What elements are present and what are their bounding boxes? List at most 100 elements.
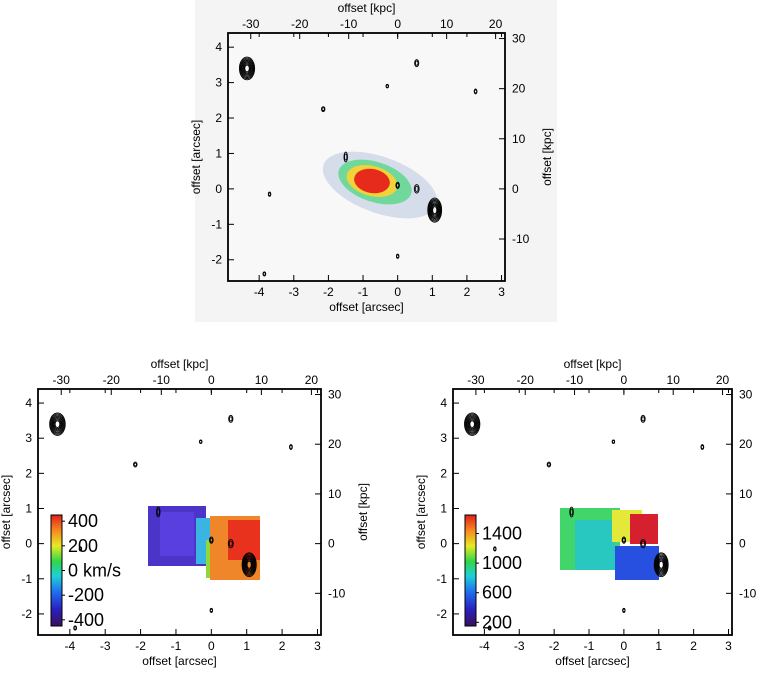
- y-tick-label: -2: [436, 607, 447, 621]
- plot-frame: [452, 388, 733, 636]
- x-axis-top-label: offset [kpc]: [338, 1, 396, 15]
- contour-line: [464, 412, 481, 436]
- right-tick-label: 20: [328, 437, 342, 451]
- right-tick-label: 10: [512, 132, 526, 146]
- dispersion-red-region: [630, 514, 658, 544]
- colorbar-gradient: [50, 514, 63, 627]
- contour-line: [199, 440, 203, 444]
- top-tick-label: 0: [394, 17, 401, 31]
- colorbar-label: 600: [482, 583, 512, 603]
- contour-line: [467, 418, 477, 431]
- x-tick-label: 3: [498, 285, 505, 299]
- y-tick-label: 2: [25, 466, 32, 480]
- top-tick-label: 10: [255, 373, 269, 387]
- right-tick-label: 20: [739, 437, 753, 451]
- flux-emission: [322, 151, 438, 219]
- contour-line: [465, 414, 479, 434]
- x-tick-label: 1: [243, 639, 250, 653]
- x-tick-label: -3: [514, 639, 525, 653]
- top-tick-label: -30: [242, 17, 260, 31]
- contour-line: [267, 192, 272, 196]
- contour-line: [655, 554, 668, 575]
- y-tick-label: -1: [436, 572, 447, 586]
- contour-line: [432, 206, 438, 215]
- contour-line: [656, 557, 666, 573]
- contour-line: [547, 462, 551, 467]
- right-tick-label: 0: [512, 182, 519, 196]
- y-tick-label: 3: [440, 431, 447, 445]
- contour-line: [50, 414, 65, 434]
- contour-line: [245, 559, 253, 570]
- x-tick-label: 2: [279, 639, 286, 653]
- top-tick-label: 20: [489, 17, 503, 31]
- top-tick-label: -20: [517, 373, 535, 387]
- contour-line: [242, 61, 253, 76]
- right-tick-label: 0: [328, 537, 335, 551]
- colorbar-label: -200: [68, 585, 104, 605]
- x-axis-top-label: offset [kpc]: [564, 357, 622, 371]
- x-tick-label: 3: [725, 639, 732, 653]
- contour-line: [228, 414, 234, 423]
- y-tick-label: 1: [440, 501, 447, 515]
- x-tick-label: 0: [208, 639, 215, 653]
- top-tick-label: -30: [53, 373, 71, 387]
- x-tick-label: 2: [464, 285, 471, 299]
- contour-line: [245, 558, 254, 572]
- y-tick-label: 2: [440, 466, 447, 480]
- colorbar-label: 200: [482, 612, 512, 632]
- contour-line: [569, 508, 574, 516]
- plot-frame: [227, 32, 506, 282]
- x-tick-label: 3: [314, 639, 321, 653]
- contour-line: [641, 540, 645, 547]
- x-tick-label: -4: [254, 285, 265, 299]
- top-tick-label: 0: [621, 373, 628, 387]
- top-tick-label: -30: [467, 373, 485, 387]
- x-tick-label: -2: [323, 285, 334, 299]
- x-tick-label: -3: [288, 285, 299, 299]
- x-tick-label: 0: [621, 639, 628, 653]
- contour-line: [156, 506, 161, 518]
- x-tick-label: 1: [655, 639, 662, 653]
- right-tick-label: -10: [739, 586, 757, 600]
- top-tick-label: 0: [208, 373, 215, 387]
- y-tick-label: -1: [21, 572, 32, 586]
- y-axis-label: offset [arcsec]: [0, 475, 13, 549]
- contour-line: [414, 59, 420, 68]
- contour-line: [243, 555, 255, 574]
- contour-line: [133, 462, 137, 467]
- contour-line: [53, 418, 62, 431]
- y-tick-label: 1: [25, 501, 32, 515]
- colorbar-label: 200: [68, 536, 98, 556]
- contour-line: [227, 538, 234, 549]
- contour-line: [73, 626, 77, 630]
- contour-line: [658, 560, 664, 569]
- contours: [238, 56, 478, 277]
- right-tick-label: 30: [739, 388, 753, 402]
- contour-line: [53, 419, 62, 430]
- top-tick-label: 20: [305, 373, 319, 387]
- x-tick-label: -1: [584, 639, 595, 653]
- contour-line: [241, 60, 253, 77]
- contour-line: [262, 272, 267, 276]
- contour-line: [396, 182, 400, 188]
- y-tick-label: 4: [25, 396, 32, 410]
- right-tick-label: -10: [328, 586, 346, 600]
- contour-line: [469, 420, 475, 428]
- top-tick-label: -10: [340, 17, 358, 31]
- top-tick-label: -20: [291, 17, 309, 31]
- contour-line: [427, 197, 443, 223]
- contour-line: [229, 416, 233, 422]
- x-axis-label: offset [arcsec]: [142, 654, 216, 668]
- contour-line: [473, 89, 478, 94]
- y-axis-label: offset [arcsec]: [414, 475, 428, 549]
- contour-line: [413, 184, 420, 194]
- x-tick-label: -4: [65, 639, 76, 653]
- y-tick-label: 0: [440, 537, 447, 551]
- top-tick-label: -20: [103, 373, 121, 387]
- contour-line: [209, 537, 213, 543]
- contour-line: [430, 203, 439, 217]
- y-tick-label: 0: [215, 182, 222, 196]
- colorbar-label: -400: [68, 610, 104, 630]
- velocity-colorbar: 400 200 0 km/s -200 -400: [50, 511, 121, 630]
